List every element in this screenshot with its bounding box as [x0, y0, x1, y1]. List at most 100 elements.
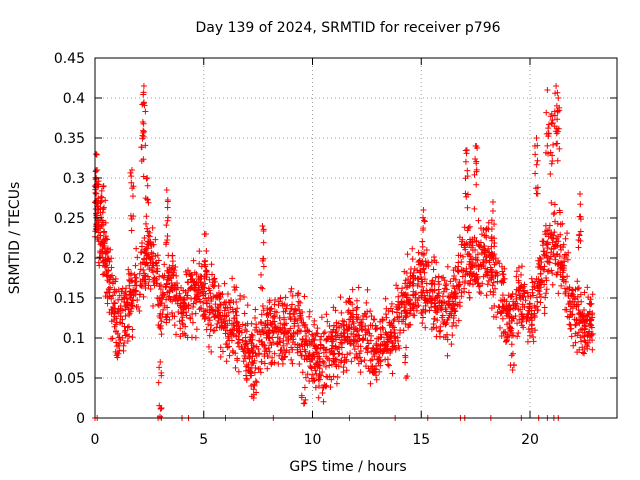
data-point: [431, 281, 438, 288]
data-point: [464, 204, 471, 211]
data-point: [157, 359, 164, 365]
data-point: [345, 298, 352, 305]
data-point: [260, 255, 267, 262]
data-point: [150, 241, 157, 248]
data-point: [141, 235, 148, 242]
data-point: [513, 273, 520, 280]
data-point: [215, 306, 222, 313]
data-point: [230, 349, 237, 356]
data-point: [499, 271, 506, 278]
data-point: [440, 274, 447, 281]
data-point: [142, 220, 149, 227]
data-point: [462, 190, 469, 197]
data-point: [95, 222, 102, 229]
data-point: [376, 368, 383, 375]
data-point: [461, 285, 468, 292]
data-point: [250, 349, 257, 356]
data-point: [570, 342, 577, 349]
data-point: [387, 347, 394, 354]
data-point: [159, 292, 166, 299]
data-point: [247, 368, 254, 375]
data-point: [289, 339, 296, 346]
data-point: [249, 336, 256, 343]
data-point: [114, 330, 121, 337]
data-point: [516, 316, 523, 323]
data-point: [415, 302, 422, 309]
data-point: [347, 350, 354, 357]
grid-lines: [95, 58, 617, 418]
y-tick-label: 0.35: [54, 131, 85, 147]
data-point: [196, 296, 203, 303]
data-point: [104, 300, 111, 307]
data-point: [126, 333, 133, 340]
data-point: [517, 306, 524, 313]
data-point: [364, 308, 371, 315]
data-point: [382, 311, 389, 318]
data-point: [138, 283, 145, 290]
data-point: [589, 346, 596, 353]
data-point: [155, 379, 162, 386]
data-point: [542, 294, 549, 301]
data-point: [304, 342, 311, 349]
data-point: [387, 305, 394, 312]
data-point: [124, 338, 131, 345]
data-point: [143, 213, 150, 220]
data-point: [575, 284, 582, 291]
data-point: [226, 337, 233, 344]
data-point: [518, 271, 525, 278]
data-point: [310, 351, 317, 358]
data-point: [109, 292, 116, 299]
data-point: [147, 286, 154, 293]
data-point: [420, 306, 427, 313]
y-tick-label: 0.1: [63, 331, 85, 347]
data-point: [267, 339, 274, 346]
data-point: [336, 334, 343, 341]
data-point: [277, 294, 284, 301]
data-point: [241, 293, 248, 300]
data-point: [538, 259, 545, 266]
data-point: [550, 211, 557, 218]
data-point: [552, 90, 559, 97]
data-point: [301, 293, 308, 300]
data-point: [132, 274, 139, 281]
data-point: [272, 312, 279, 319]
data-point: [202, 295, 209, 302]
data-point: [548, 111, 555, 117]
data-point: [487, 264, 494, 271]
data-point: [529, 286, 536, 293]
data-point: [144, 196, 151, 203]
x-tick-label: 0: [91, 432, 100, 448]
data-point: [508, 317, 515, 324]
data-point: [587, 321, 594, 328]
data-point: [327, 384, 334, 391]
data-point: [140, 128, 147, 135]
data-point: [464, 251, 471, 258]
data-point: [281, 321, 288, 328]
data-point: [276, 352, 283, 359]
data-point: [206, 287, 213, 294]
data-point: [360, 335, 367, 342]
data-point: [335, 351, 342, 358]
data-point: [259, 328, 266, 335]
data-point: [435, 273, 442, 280]
data-point: [158, 295, 165, 302]
data-point: [499, 292, 506, 299]
data-point: [463, 147, 470, 153]
data-point: [169, 313, 176, 320]
data-point: [101, 228, 108, 235]
data-point: [433, 324, 440, 331]
data-point: [503, 338, 510, 345]
data-point: [404, 251, 411, 258]
data-point: [99, 238, 106, 245]
data-point: [437, 323, 444, 330]
data-point: [588, 324, 595, 331]
data-point: [387, 333, 394, 340]
data-point: [118, 296, 125, 303]
data-point: [190, 303, 197, 310]
data-point: [476, 289, 483, 296]
data-point: [192, 294, 199, 301]
data-point: [258, 320, 265, 327]
data-point: [407, 321, 414, 328]
data-point: [541, 281, 548, 288]
data-point: [564, 313, 571, 320]
